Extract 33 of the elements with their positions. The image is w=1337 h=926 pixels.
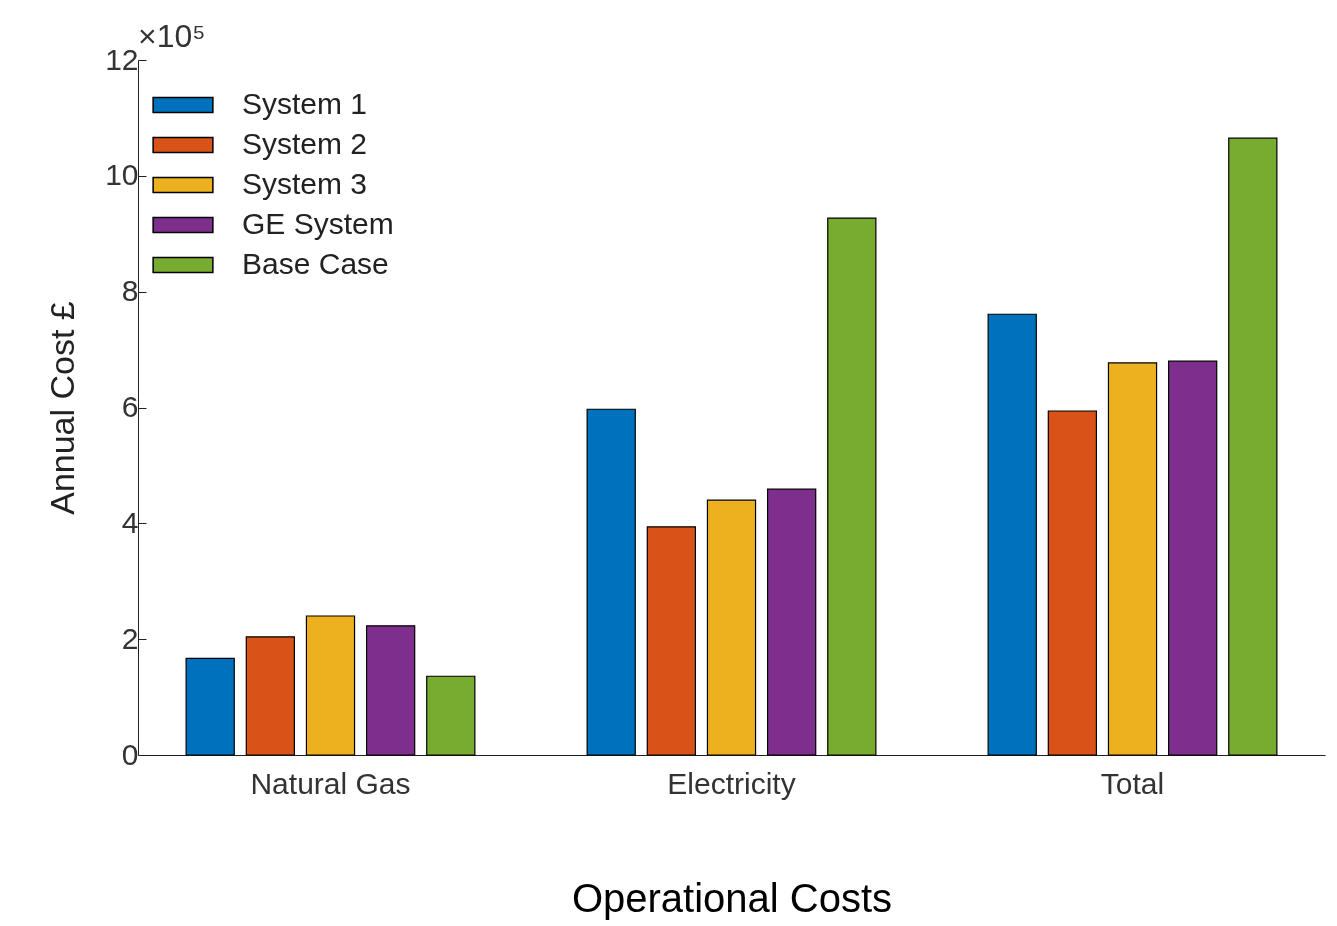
bar (1228, 137, 1278, 756)
bar (185, 657, 235, 756)
x-tick-label: Total (1100, 766, 1165, 800)
bar (706, 499, 757, 756)
y-tick-label: 6 (121, 390, 139, 423)
legend-label: System 1 (242, 87, 368, 120)
legend-label: System 3 (242, 167, 368, 200)
x-axis-title: Operational Costs (571, 875, 893, 920)
bar (827, 217, 877, 756)
bar (305, 615, 356, 756)
x-tick-label: Natural Gas (250, 766, 411, 800)
bar (586, 408, 636, 756)
bar (1168, 360, 1218, 756)
legend-label: Base Case (242, 247, 389, 280)
legend-label: GE System (242, 207, 394, 240)
y-tick-label: 0 (121, 737, 139, 771)
text: ×10⁵ (138, 18, 206, 54)
bar (245, 636, 295, 756)
bar (1047, 410, 1098, 756)
y-tick-label: 8 (121, 274, 139, 308)
bar (987, 313, 1037, 756)
legend-label: System 2 (242, 127, 368, 160)
bar (766, 488, 817, 756)
bar (426, 675, 476, 756)
y-tick-label: 10 (105, 158, 139, 192)
y-tick-label: 4 (121, 505, 139, 539)
x-tick-label: Electricity (667, 766, 796, 800)
y-tick-label: 2 (121, 621, 139, 655)
bar (646, 526, 697, 756)
bar (1107, 362, 1158, 756)
y-axis-title: Annual Cost £ (43, 301, 82, 515)
bar (365, 625, 416, 756)
y-tick-label: 12 (105, 42, 139, 76)
